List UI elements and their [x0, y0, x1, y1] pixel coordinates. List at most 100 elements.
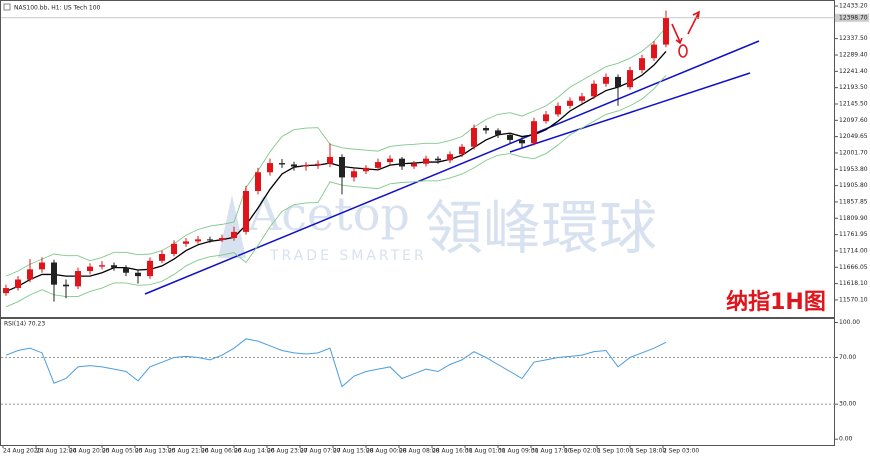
candle-body	[591, 83, 597, 97]
y-tick-label: 12097.60	[839, 117, 868, 124]
candle-body	[327, 156, 333, 164]
candle-body	[279, 163, 285, 165]
candle-body	[63, 284, 69, 287]
candle-body	[207, 239, 213, 241]
rsi-line	[5, 338, 667, 388]
candle-body	[651, 44, 657, 59]
watermark: Acetop 領峰環球 TRADE SMARTER	[218, 187, 657, 264]
candle-body	[315, 163, 321, 166]
candle-body	[555, 105, 561, 115]
y-tick-label: 12001.70	[839, 149, 868, 156]
arrow	[671, 10, 701, 45]
candle-body	[135, 272, 141, 277]
candle-body	[3, 288, 9, 294]
x-tick-label: 28 Aug 08:00	[399, 448, 440, 455]
candle-body	[507, 134, 513, 140]
x-tick-label: 1 Sep 18:00	[630, 448, 666, 455]
x-tick-label: 25 Aug 21:00	[168, 448, 209, 455]
y-tick-label: 12289.40	[839, 52, 868, 59]
y-tick-label: 11618.10	[839, 280, 868, 287]
y-tick-label: 11953.80	[839, 166, 868, 173]
candle-body	[159, 254, 165, 261]
y-tick-label: 11714.00	[839, 247, 868, 254]
candle-body	[579, 96, 585, 101]
candle-body	[603, 76, 609, 84]
x-tick-label: 31 Aug 17:00	[531, 448, 572, 455]
y-tick-label: 12337.50	[839, 35, 868, 42]
candle-body	[15, 279, 21, 289]
y-tick-label: 0.00	[839, 436, 853, 443]
x-tick-label: 24 Aug 20:00	[69, 448, 110, 455]
candle-body	[567, 100, 573, 106]
main-pane	[0, 0, 835, 318]
candle-body	[615, 76, 621, 88]
watermark-logo	[218, 195, 246, 258]
candle-body	[243, 191, 249, 232]
candle-body	[339, 156, 345, 178]
candle-body	[435, 158, 441, 161]
x-tick-label: 1 Sep 02:00	[564, 448, 600, 455]
x-tick-label: 24 Aug 12:00	[36, 448, 77, 455]
candle-body	[75, 271, 81, 287]
candle-body	[87, 266, 93, 272]
candle-body	[231, 231, 237, 238]
current-price-label: 12398.70	[839, 14, 868, 21]
watermark-cn: 領峰環球	[425, 194, 657, 262]
candle-body	[471, 128, 477, 147]
candle-body	[495, 130, 501, 135]
candle-body	[255, 172, 261, 192]
candle-body	[639, 58, 645, 71]
y-tick-label: 11666.05	[839, 264, 868, 271]
y-tick-label: 30.00	[839, 401, 856, 408]
rsi-pane	[0, 318, 835, 446]
annotation: 纳指1H图	[726, 289, 826, 315]
candle-body	[483, 128, 489, 131]
y-tick-label: 70.00	[839, 354, 856, 361]
x-tick-label: 27 Aug 15:00	[333, 448, 374, 455]
candle-body	[27, 269, 33, 280]
candle-body	[171, 243, 177, 255]
trend-line	[509, 72, 751, 153]
candle-body	[147, 260, 153, 277]
x-tick-label: 26 Aug 23:00	[267, 448, 308, 455]
x-tick-label: 25 Aug 13:00	[135, 448, 176, 455]
candle-body	[303, 165, 309, 167]
candle-body	[39, 262, 45, 270]
candle-body	[543, 114, 549, 122]
candle-body	[99, 265, 105, 267]
candle-body	[387, 158, 393, 163]
y-tick-label: 12241.40	[839, 68, 868, 75]
candle-body	[51, 262, 57, 285]
x-tick-label: 28 Aug 16:00	[432, 448, 473, 455]
y-tick-label: 100.00	[839, 319, 860, 326]
candle-body	[519, 139, 525, 144]
candle-body	[267, 163, 273, 173]
y-tick-label: 12193.50	[839, 84, 868, 91]
indicator-line	[5, 27, 667, 277]
y-tick-label: 11570.10	[839, 296, 868, 303]
indicator-line	[5, 74, 667, 308]
candle-body	[459, 146, 465, 155]
candle-body	[423, 158, 429, 164]
x-tick-label: 1 Sep 10:00	[597, 448, 633, 455]
x-tick-label: 31 Aug 09:00	[498, 448, 539, 455]
candle-body	[291, 164, 297, 167]
candle-body	[363, 167, 369, 172]
chart-icon	[3, 3, 11, 11]
x-tick-label: 2 Sep 03:00	[663, 448, 699, 455]
candle-body	[183, 241, 189, 244]
y-tick-label: 12145.50	[839, 101, 868, 108]
circle-mark	[678, 44, 688, 58]
y-tick-label: 12433.20	[839, 3, 868, 10]
current-price-box	[835, 13, 869, 22]
candle-body	[399, 158, 405, 167]
trend-line	[144, 40, 760, 295]
x-tick-label: 26 Aug 14:00	[234, 448, 275, 455]
y-tick-label: 11809.90	[839, 215, 868, 222]
candle-body	[219, 238, 225, 241]
candle-body	[627, 70, 633, 88]
candle-body	[351, 171, 357, 178]
x-tick-label: 31 Aug 01:00	[465, 448, 506, 455]
rsi-title: RSI(14) 70.23	[4, 321, 45, 328]
candle-body	[411, 163, 417, 167]
